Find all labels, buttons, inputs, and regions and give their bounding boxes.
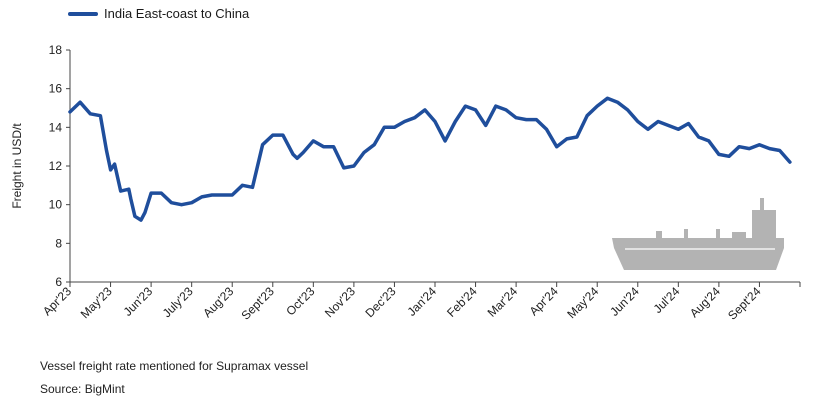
y-tick-label: 16 [49,82,63,96]
y-tick-label: 14 [49,120,63,134]
x-tick-label: Jun'24 [607,284,642,319]
x-tick-label: Aug'24 [687,284,723,320]
ship-deck-box [732,232,746,238]
x-tick-label: Aug'23 [200,284,236,320]
ship-hull [612,238,784,270]
y-tick-label: 10 [49,198,63,212]
legend-label: India East-coast to China [104,6,250,21]
x-tick-label: Feb'24 [444,284,480,320]
y-tick-label: 8 [55,236,62,250]
chart-source: Source: BigMint [40,382,125,396]
chart-tick-labels: 6 8 10 12 14 16 18 Freight in USD/t Apr'23 May'23… [10,43,764,323]
chart-axes [66,49,801,287]
x-tick-label: Apr'24 [527,284,561,318]
chart-legend: India East-coast to China [68,6,249,21]
ship-crane [716,229,720,238]
x-tick-label: Sept'24 [725,284,764,323]
x-tick-label: Jun'23 [121,284,156,319]
x-tick-label: May'24 [564,284,601,321]
legend-swatch [68,11,98,16]
y-tick-label: 18 [49,43,63,57]
chart-series [68,96,792,222]
ship-crane [656,231,662,238]
x-tick-label: July'23 [160,284,196,320]
ship-bridge [752,210,776,238]
x-tick-label: Oct'23 [283,284,317,318]
ship-icon [612,198,784,270]
ship-funnel [760,198,764,210]
y-tick-label: 12 [49,159,63,173]
x-tick-label: Mar'24 [485,284,521,320]
x-tick-label: Nov'23 [322,284,358,320]
series-line [68,96,792,222]
y-tick-label: 6 [55,275,62,289]
ship-crane [684,229,688,238]
x-tick-label: Jul'24 [651,284,683,316]
x-tick-label: May'23 [78,284,115,321]
x-tick-label: Sept'23 [238,284,277,323]
x-tick-label: Jan'24 [404,284,439,319]
y-axis-label: Freight in USD/t [10,123,24,209]
x-tick-label: Dec'23 [363,284,399,320]
chart-caption: Vessel freight rate mentioned for Supram… [40,359,309,373]
x-tick-label: Apr'23 [40,284,74,318]
